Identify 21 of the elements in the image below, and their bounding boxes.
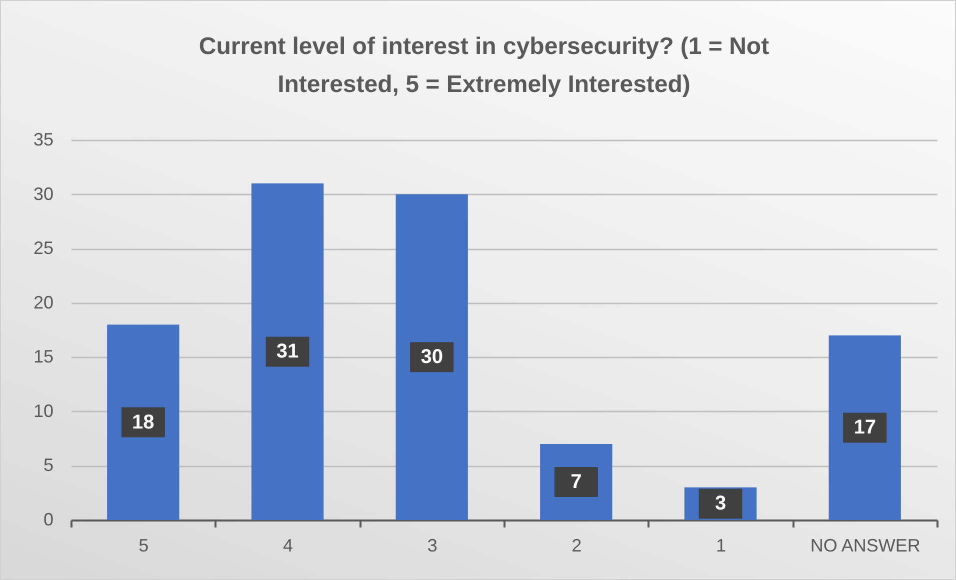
y-tick-label: 20 bbox=[33, 292, 54, 312]
x-tick-label: NO ANSWER bbox=[810, 536, 920, 556]
data-label: 18 bbox=[132, 411, 154, 434]
x-tick-label: 2 bbox=[572, 536, 582, 556]
y-tick-label: 30 bbox=[33, 184, 54, 204]
y-tick-label: 35 bbox=[33, 130, 54, 150]
data-label: 7 bbox=[570, 471, 582, 493]
x-tick-label: 1 bbox=[716, 536, 726, 556]
y-tick-label: 25 bbox=[33, 238, 54, 258]
y-tick-label: 5 bbox=[43, 455, 54, 476]
y-tick-label: 15 bbox=[33, 346, 54, 367]
x-tick-label: 5 bbox=[138, 536, 149, 556]
data-label: 30 bbox=[420, 346, 443, 368]
chart-title: Current level of interest in cybersecurity? (1 = Not Interested, 5 = Extremely Interested) bbox=[198, 33, 770, 98]
y-tick-label: 10 bbox=[33, 400, 54, 421]
y-tick-label: 0 bbox=[43, 510, 54, 530]
data-label: 17 bbox=[854, 416, 876, 439]
x-tick-label: 3 bbox=[427, 536, 438, 556]
data-label: 3 bbox=[714, 492, 726, 515]
x-tick-label: 4 bbox=[282, 536, 294, 556]
data-label: 31 bbox=[276, 340, 299, 363]
